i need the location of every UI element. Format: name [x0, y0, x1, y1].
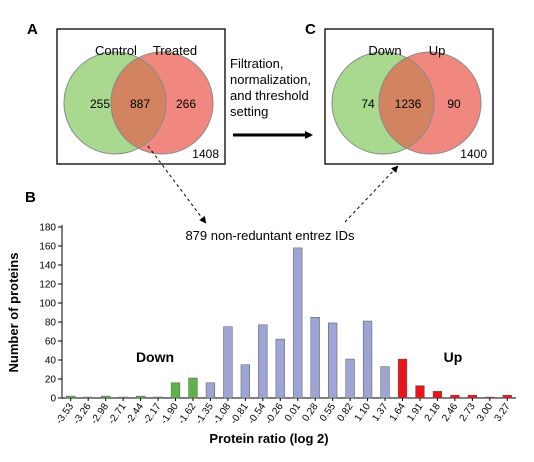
bar [362, 320, 373, 399]
connector-arrow-right [344, 165, 399, 223]
up-annotation: Up [444, 349, 463, 365]
bar [66, 395, 76, 399]
y-tick-label: 100 [39, 299, 56, 310]
x-tick-label: 2.18 [423, 401, 443, 424]
y-tick-label: 20 [45, 375, 57, 386]
y-tick-label: 80 [45, 318, 57, 329]
panel-a-frame [56, 28, 226, 165]
y-tick-label: 60 [45, 337, 57, 348]
x-tick-label: 0.01 [283, 401, 303, 424]
panel-c-label: C [305, 21, 316, 38]
down-annotation: Down [136, 349, 174, 365]
x-tick-label: 2.73 [458, 401, 478, 424]
panel-c: C Down Up 74 1236 90 1400 [305, 21, 494, 165]
bar-chart: 020406080100120140160180-3.53-3.26-2.98-… [6, 223, 516, 446]
y-tick-label: 40 [45, 356, 57, 367]
panel-b-label: B [25, 189, 36, 206]
x-tick-label: -3.53 [54, 401, 76, 426]
bar [258, 324, 268, 399]
venn-c-right-name: Up [429, 43, 446, 58]
x-tick-label: -0.26 [264, 401, 286, 426]
venn-c-left-count: 74 [361, 97, 375, 111]
x-tick-label: 1.37 [370, 401, 390, 424]
y-tick-label: 180 [39, 223, 56, 234]
x-tick-label: -3.26 [72, 401, 94, 426]
y-tick-label: 120 [39, 280, 56, 291]
bar [415, 385, 425, 399]
x-tick-label: -0.81 [229, 401, 251, 426]
bar [275, 338, 285, 399]
x-tick-label: -1.90 [159, 401, 181, 426]
x-tick-label: -1.35 [194, 401, 216, 426]
x-tick-label: -1.62 [176, 401, 198, 426]
x-tick-label: 1.91 [405, 401, 425, 424]
bar [240, 364, 250, 399]
connector-arrow-left [147, 145, 207, 224]
venn-c-overlap-count: 1236 [395, 97, 422, 111]
panel-a: A Control Treated 255 887 266 1408 [27, 21, 226, 165]
process-line-4: setting [230, 104, 268, 119]
process-line-2: normalization, [230, 72, 311, 87]
bar [397, 358, 408, 399]
x-tick-label: -2.98 [89, 401, 111, 426]
process-step: Filtration, normalization, and threshold… [230, 56, 313, 139]
bar [450, 394, 460, 399]
bar [380, 366, 390, 399]
bar [223, 326, 233, 399]
panel-c-frame [324, 28, 494, 165]
x-tick-label: -2.44 [124, 401, 146, 426]
bar [135, 395, 146, 399]
venn-c-total: 1400 [460, 147, 487, 161]
venn-c-right-count: 90 [447, 97, 461, 111]
bar [432, 391, 443, 399]
chart-annotation: 879 non-reduntant entrez IDs [185, 228, 355, 243]
x-axis-title: Protein ratio (log 2) [209, 431, 328, 446]
bar [83, 396, 93, 399]
venn-a-overlap-count: 887 [130, 97, 150, 111]
x-tick-label: -2.71 [106, 401, 128, 426]
x-tick-label: 2.46 [440, 401, 460, 424]
bar [118, 396, 128, 399]
x-tick-label: 3.00 [475, 401, 495, 424]
y-axis-title: Number of proteins [6, 253, 21, 373]
bar [293, 247, 303, 399]
venn-a-left-count: 255 [90, 97, 110, 111]
x-tick-label: -0.54 [246, 401, 268, 426]
panel-a-label: A [27, 21, 38, 38]
venn-a-overlap [110, 57, 167, 149]
process-line-1: Filtration, [230, 56, 283, 71]
bar [345, 358, 355, 399]
x-tick-label: 0.82 [335, 401, 355, 424]
bar [328, 322, 338, 399]
x-tick-label: -1.08 [211, 401, 233, 426]
bar [205, 382, 216, 399]
y-tick-label: 140 [39, 261, 56, 272]
bar [101, 395, 111, 399]
x-tick-label: 0.28 [300, 401, 320, 424]
venn-a-left-name: Control [95, 43, 137, 58]
x-tick-label: 0.55 [318, 401, 338, 424]
y-tick-label: 160 [39, 242, 56, 253]
x-tick-label: 1.10 [353, 401, 373, 424]
bar [467, 394, 477, 399]
bar [502, 394, 512, 399]
venn-c-left-name: Down [368, 43, 401, 58]
venn-a-right-count: 266 [176, 97, 196, 111]
bar [485, 396, 495, 399]
bar [188, 377, 198, 399]
bar [310, 317, 320, 399]
y-tick-label: 0 [50, 394, 56, 405]
x-tick-label: 1.64 [388, 401, 408, 424]
venn-a-right-name: Treated [153, 43, 197, 58]
bar [170, 382, 181, 399]
x-tick-label: 3.27 [493, 401, 513, 424]
venn-a-total: 1408 [192, 147, 219, 161]
bar [153, 396, 163, 399]
x-tick-label: -2.17 [141, 401, 163, 426]
venn-c-overlap [378, 57, 435, 149]
process-line-3: and threshold [230, 88, 309, 103]
